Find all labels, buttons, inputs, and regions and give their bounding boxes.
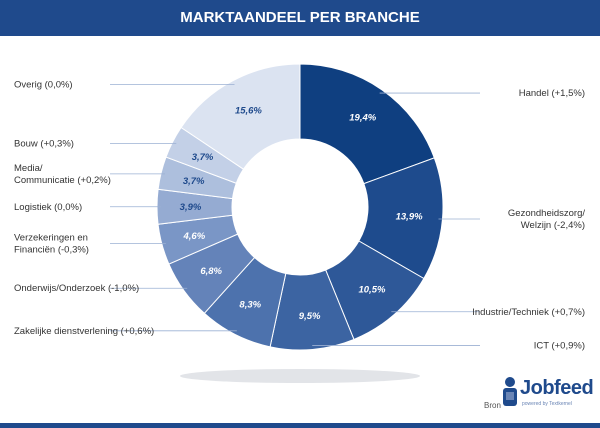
logo-person-icon	[503, 377, 517, 406]
jobfeed-logo: Jobfeed powered by Textkernel	[500, 376, 594, 412]
category-label: Overig (0,0%)	[14, 79, 73, 90]
category-label: Zakelijke dienstverlening (+0,6%)	[14, 326, 154, 337]
category-label: Logistiek (0,0%)	[14, 202, 82, 213]
slice-value-label: 13,9%	[396, 211, 423, 222]
logo-tagline: powered by Textkernel	[522, 401, 572, 407]
slice-value-label: 10,5%	[358, 285, 385, 296]
slice-value-label: 8,3%	[239, 300, 261, 311]
donut-chart: 19,4% Handel (+1,5%) 13,9% Gezondheidszorg/…	[14, 63, 585, 383]
category-label: Onderwijs/Onderzoek (-1,0%)	[14, 283, 139, 294]
slice-value-label: 9,5%	[299, 311, 321, 322]
category-label: ICT (+0,9%)	[534, 340, 585, 351]
footer-bar	[0, 423, 600, 428]
category-label: Media/Communicatie (+0,2%)	[14, 163, 111, 186]
slice-value-label: 6,8%	[200, 266, 222, 277]
category-label: Verzekeringen en Financiën (-0,3%)	[14, 233, 89, 256]
chart-title: MARKTAANDEEL PER BRANCHE	[0, 0, 600, 36]
category-label: Bouw (+0,3%)	[14, 139, 74, 150]
logo-text: Jobfeed	[520, 377, 594, 399]
slice-value-label: 3,9%	[180, 202, 202, 213]
category-label: Gezondheidszorg/Welzijn (-2,4%)	[508, 208, 585, 231]
slice-value-label: 19,4%	[349, 112, 376, 123]
slice-value-label: 3,7%	[192, 152, 214, 163]
slice-value-label: 3,7%	[183, 176, 205, 187]
slice-value-label: 15,6%	[235, 105, 262, 116]
category-label: Handel (+1,5%)	[519, 88, 585, 99]
category-label: Industrie/Techniek (+0,7%)	[472, 307, 585, 318]
chart-shadow	[180, 369, 420, 383]
source-label: Bron	[484, 401, 501, 410]
slice-value-label: 4,6%	[183, 231, 206, 242]
slice-10	[180, 63, 301, 170]
slice-0	[299, 63, 435, 185]
